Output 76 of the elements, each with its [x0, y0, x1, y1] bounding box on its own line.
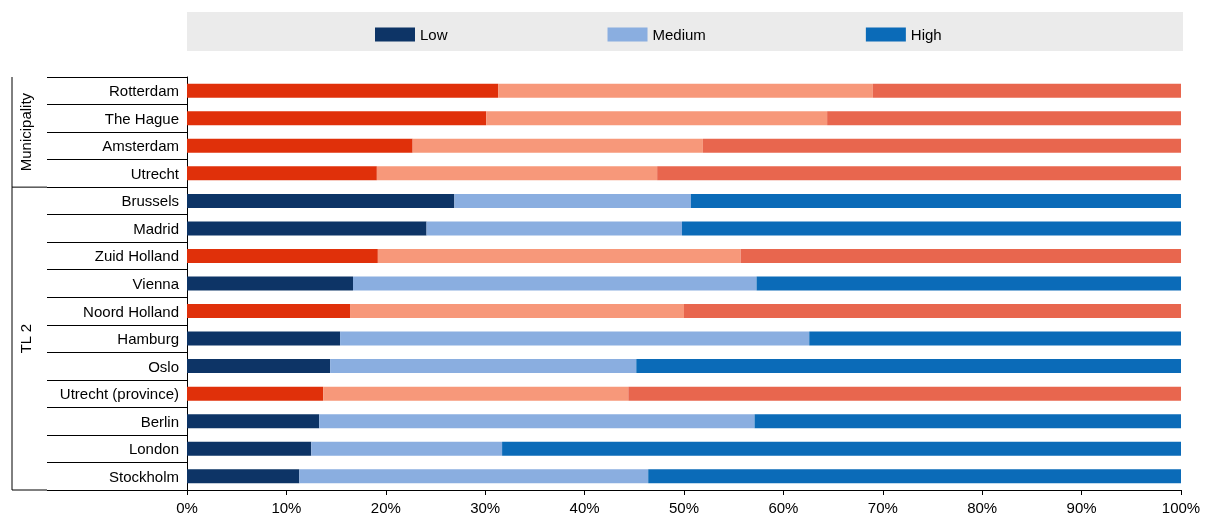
y-tick-label: Berlin	[140, 412, 179, 430]
bar	[311, 441, 503, 456]
bar	[872, 83, 1181, 98]
bar	[682, 221, 1181, 236]
y-tick-label: Oslo	[148, 357, 179, 375]
x-tick-label: 40%	[569, 499, 600, 516]
x-tick-label: 90%	[1066, 499, 1097, 516]
bar	[754, 414, 1181, 429]
bar	[299, 469, 649, 484]
y-tick-label: Rotterdam	[108, 82, 179, 100]
legend-label: Medium	[652, 26, 706, 43]
y-tick-label: London	[128, 440, 179, 458]
bar	[740, 248, 1181, 263]
bar	[187, 83, 499, 98]
y-tick-label: Amsterdam	[102, 137, 179, 155]
bar	[187, 111, 487, 126]
bar	[350, 304, 684, 319]
y-tick-label: Utrecht (province)	[59, 385, 179, 403]
legend-label: High	[910, 26, 942, 43]
bar	[636, 359, 1181, 374]
bar	[340, 331, 810, 346]
bar	[376, 166, 658, 181]
y-tick-label: Hamburg	[117, 330, 179, 348]
x-tick-label: 10%	[271, 499, 302, 516]
bar	[657, 166, 1181, 181]
x-tick-label: 0%	[176, 499, 198, 516]
y-tick-label: Vienna	[132, 275, 180, 292]
bar	[187, 304, 351, 319]
bar	[690, 193, 1181, 208]
bar	[486, 111, 828, 126]
legend-label: Low	[420, 26, 448, 43]
x-tick-label: 100%	[1161, 499, 1201, 516]
bar	[498, 83, 873, 98]
bar	[319, 414, 755, 429]
text: TL 2	[16, 323, 34, 354]
y-tick-label: Zuid Holland	[94, 247, 179, 265]
bar	[426, 221, 683, 236]
bar	[648, 469, 1181, 484]
bar	[187, 414, 320, 429]
bar	[454, 193, 691, 208]
bar	[628, 386, 1181, 401]
bar	[187, 138, 413, 153]
bar	[702, 138, 1181, 153]
bar	[323, 386, 629, 401]
bar	[187, 359, 331, 374]
x-tick-label: 20%	[370, 499, 401, 516]
bar	[809, 331, 1181, 346]
text: Municipality	[16, 92, 34, 172]
y-tick-label: The Hague	[104, 109, 179, 127]
bar	[187, 221, 427, 236]
bar	[187, 276, 353, 291]
bar	[330, 359, 637, 374]
bar	[187, 193, 455, 208]
bar	[353, 276, 757, 291]
y-tick-label: Stockholm	[108, 467, 179, 485]
x-tick-label: 70%	[867, 499, 898, 516]
x-tick-label: 60%	[768, 499, 799, 516]
bar	[187, 248, 378, 263]
y-tick-label: Madrid	[133, 219, 179, 237]
bar	[684, 304, 1181, 319]
x-tick-label: 50%	[668, 499, 700, 516]
bar	[187, 441, 312, 456]
bar	[827, 111, 1181, 126]
bar	[502, 441, 1181, 456]
bar	[756, 276, 1181, 291]
y-tick-label: Brussels	[121, 192, 179, 210]
bar	[377, 248, 741, 263]
x-tick-label: 30%	[470, 499, 501, 516]
bar	[187, 331, 341, 346]
x-tick-label: 80%	[967, 499, 998, 516]
y-tick-label: Noord Holland	[83, 302, 179, 320]
y-tick-label: Utrecht	[130, 164, 180, 182]
bar	[187, 166, 377, 181]
bar	[412, 138, 703, 153]
bar	[187, 469, 300, 484]
bar	[187, 386, 324, 401]
